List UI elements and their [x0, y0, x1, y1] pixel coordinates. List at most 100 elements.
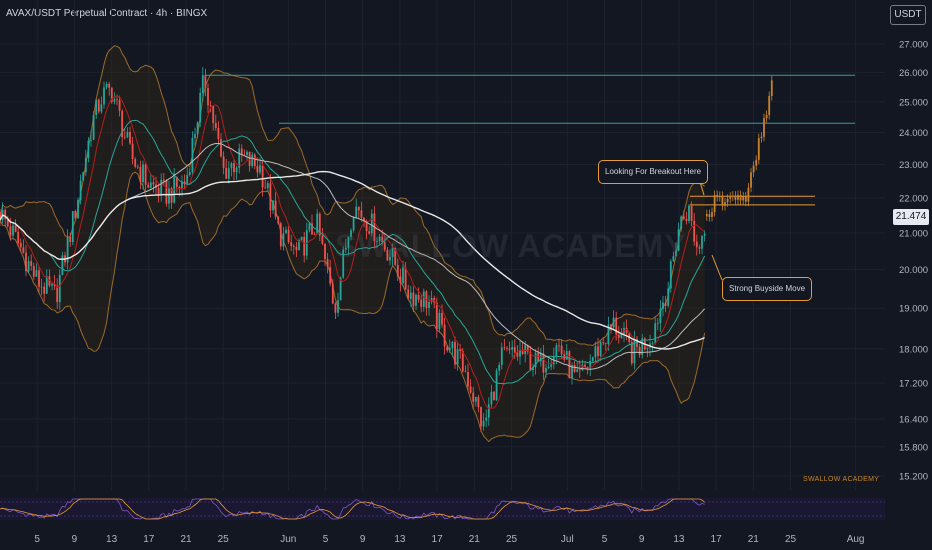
candle-body — [654, 323, 657, 343]
candle-body — [53, 283, 56, 287]
candle-body — [394, 247, 397, 265]
candle-body — [95, 99, 98, 115]
projection-candle — [760, 136, 763, 139]
candle-body — [329, 267, 332, 284]
candle-body — [370, 213, 373, 234]
candle-body — [680, 216, 683, 230]
current-price-badge: 21.474 — [893, 209, 929, 225]
candle-body — [347, 236, 350, 248]
price-tick-label: 15.200 — [899, 472, 928, 483]
projection-candle — [747, 187, 750, 202]
candle-body — [71, 211, 74, 242]
candle-body — [40, 286, 43, 288]
candle-body — [672, 256, 675, 262]
candle-body — [503, 347, 506, 349]
candle-body — [152, 182, 155, 185]
resistance-levels — [204, 74, 855, 206]
candle-body — [633, 338, 636, 364]
candle-body — [285, 229, 287, 234]
candle-body — [493, 391, 495, 401]
time-tick-label: 9 — [639, 534, 645, 545]
candle-body — [701, 235, 703, 249]
candle-body — [506, 348, 508, 349]
candle-body — [222, 156, 225, 168]
candle-body — [313, 234, 316, 236]
bollinger-bands — [0, 45, 706, 443]
candle-body — [446, 346, 449, 351]
time-tick-label: 25 — [506, 534, 518, 545]
candle-body — [428, 301, 430, 308]
candle-body — [259, 165, 261, 173]
candle-body — [480, 407, 482, 427]
candle-body — [142, 164, 144, 183]
candle-body — [61, 255, 64, 275]
candle-body — [459, 349, 462, 351]
candle-body — [407, 289, 410, 299]
candle-body — [537, 352, 540, 362]
candle-body — [227, 168, 230, 179]
candle-body — [461, 350, 464, 372]
candle-body — [677, 229, 680, 251]
candle-body — [529, 352, 532, 371]
candle-body — [662, 302, 664, 309]
candle-body — [381, 236, 384, 242]
time-tick-label: Jul — [561, 534, 574, 545]
candle-body — [134, 159, 137, 167]
currency-selector[interactable]: USDT — [890, 5, 926, 25]
candle-body — [300, 236, 303, 241]
candle-body — [207, 88, 209, 106]
candle-body — [532, 367, 534, 371]
candle-body — [282, 233, 285, 247]
bollinger-lower — [0, 171, 706, 443]
projection-candle — [729, 196, 732, 199]
oscillator-pane — [0, 498, 885, 520]
candle-body — [121, 110, 124, 138]
candle-body — [550, 364, 553, 367]
time-tick-label: 5 — [323, 534, 329, 545]
candle-body — [84, 158, 87, 173]
candle-body — [318, 213, 321, 236]
candle-body — [482, 420, 485, 427]
candle-body — [279, 223, 282, 247]
candle-body — [126, 132, 129, 138]
candle-body — [573, 364, 576, 372]
time-tick-label: 5 — [34, 534, 40, 545]
brand-credit: SWALLOW ACADEMY — [803, 476, 880, 483]
projection-series — [705, 75, 773, 222]
candle-body — [12, 225, 14, 236]
candlestick-series — [0, 67, 706, 432]
candle-body — [90, 140, 92, 141]
candle-body — [295, 246, 298, 251]
candle-body — [144, 164, 147, 185]
candle-body — [118, 100, 121, 111]
candle-body — [363, 217, 365, 222]
candle-body — [607, 324, 610, 344]
candle-body — [667, 288, 670, 306]
candle-body — [248, 151, 251, 166]
breakout-callout: Looking For Breakout Here — [598, 160, 709, 184]
candle-body — [19, 242, 22, 248]
callout-pointers — [699, 181, 723, 281]
candle-body — [230, 163, 233, 169]
projection-candle — [739, 194, 742, 201]
time-tick-label: 13 — [394, 534, 406, 545]
price-tick-label: 19.000 — [899, 304, 928, 315]
candle-body — [589, 360, 592, 369]
candle-body — [558, 345, 560, 347]
candle-body — [233, 163, 235, 173]
time-tick-label: 17 — [432, 534, 444, 545]
candle-body — [409, 292, 412, 299]
candle-body — [690, 205, 693, 221]
candle-body — [620, 333, 623, 338]
candle-body — [420, 299, 423, 307]
candle-body — [448, 348, 451, 351]
projection-candle — [716, 194, 719, 198]
candle-body — [519, 349, 521, 357]
candle-body — [415, 294, 417, 306]
candle-body — [331, 283, 334, 304]
time-tick-label: 21 — [180, 534, 192, 545]
projection-candle — [768, 95, 771, 115]
candle-body — [511, 347, 514, 350]
projection-candle — [744, 196, 747, 202]
